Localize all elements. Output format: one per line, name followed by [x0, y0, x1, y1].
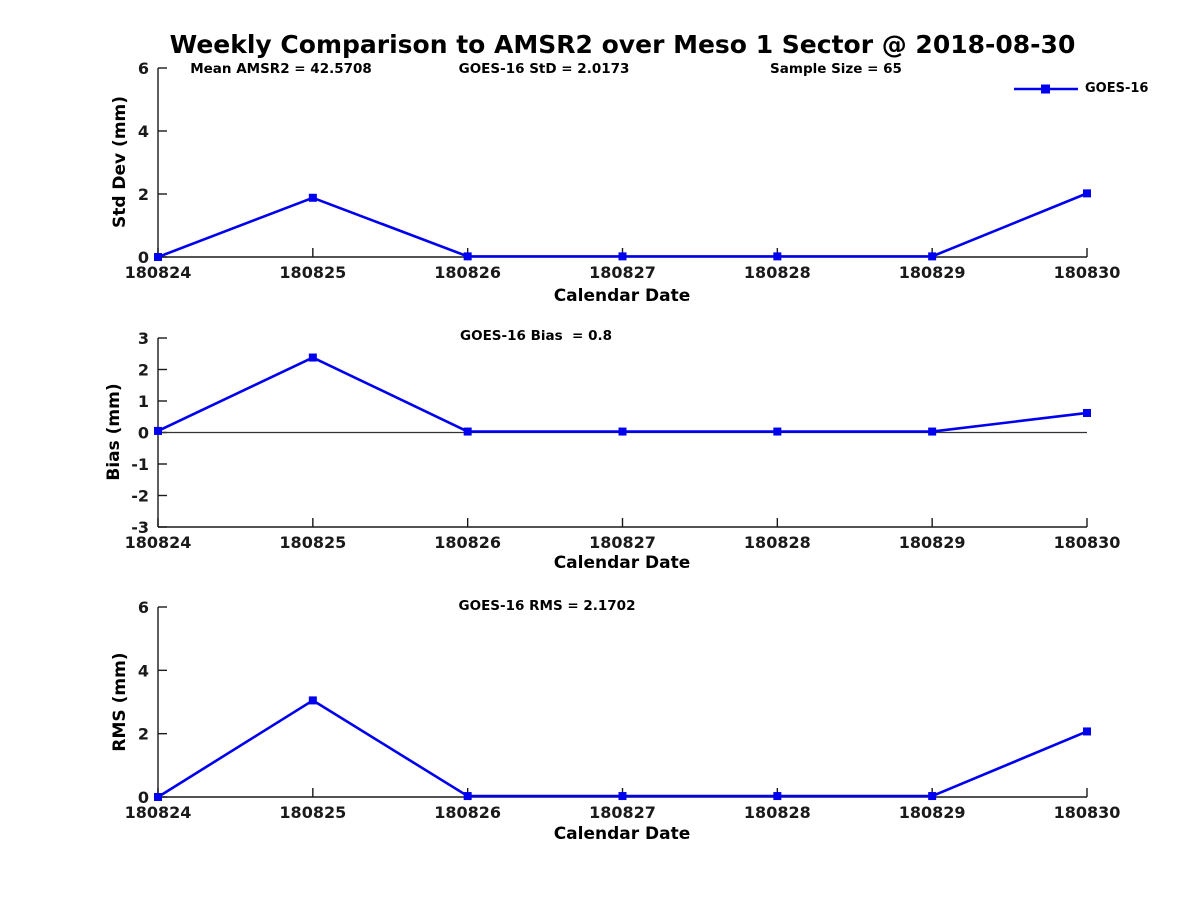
x-tick-label: 180824 — [125, 263, 192, 282]
data-point-marker — [773, 252, 782, 261]
data-point-marker — [154, 793, 162, 801]
data-point-marker — [1083, 189, 1091, 198]
data-line — [157, 192, 1088, 259]
legend-label: GOES-16 — [1085, 81, 1149, 96]
annotation-goes16-bias: GOES-16 Bias = 0.8 — [460, 328, 612, 344]
data-point-marker — [1083, 727, 1091, 736]
y-tick-label: 2 — [138, 185, 149, 204]
data-point-marker — [773, 792, 782, 801]
xlabel-calendar-date-1: Calendar Date — [553, 286, 691, 306]
x-tick-label: 180830 — [1054, 803, 1121, 822]
data-point-marker — [308, 193, 317, 202]
legend: GOES-16 — [1014, 81, 1148, 96]
y-tick-label: -3 — [131, 518, 149, 537]
x-tick-label: 180829 — [899, 803, 966, 822]
y-tick-label: -2 — [131, 487, 149, 506]
x-tick-label: 180826 — [434, 263, 501, 282]
y-tick-label: 0 — [138, 248, 149, 267]
y-tick-label: 1 — [138, 392, 149, 411]
data-point-marker — [308, 353, 317, 362]
x-tick-label: 180825 — [279, 533, 346, 552]
data-point-marker — [928, 792, 937, 801]
data-line — [157, 699, 1088, 799]
data-point-marker — [154, 426, 162, 435]
x-tick-label: 180825 — [279, 263, 346, 282]
x-tick-label: 180828 — [744, 263, 811, 282]
x-tick-label: 180828 — [744, 803, 811, 822]
x-tick-label: 180828 — [744, 533, 811, 552]
data-point-marker — [928, 252, 937, 261]
x-tick-label: 180827 — [589, 803, 656, 822]
y-tick-label: 0 — [138, 788, 149, 807]
x-tick-label: 180826 — [434, 803, 501, 822]
x-tick-label: 180826 — [434, 533, 501, 552]
subplot-2: -3 -2 -1 0 1 2 3 180824 180825 180826 180827 180828… — [125, 329, 1121, 552]
data-point-marker — [463, 252, 472, 261]
y-tick-label: 0 — [138, 424, 149, 443]
y-tick-label: 6 — [138, 59, 149, 78]
data-point-marker — [773, 427, 782, 436]
annotation-goes16-std: GOES-16 StD = 2.0173 — [458, 61, 630, 77]
data-point-marker — [308, 696, 317, 705]
y-tick-label: 2 — [138, 361, 149, 380]
data-point-marker — [463, 792, 472, 801]
x-tick-label: 180830 — [1054, 533, 1121, 552]
x-tick-label: 180830 — [1054, 263, 1121, 282]
x-tick-label: 180824 — [125, 533, 192, 552]
x-tick-label: 180825 — [279, 803, 346, 822]
data-point-marker — [1083, 408, 1091, 417]
figure-title: Weekly Comparison to AMSR2 over Meso 1 S… — [169, 30, 1076, 59]
xlabel-calendar-date-2: Calendar Date — [553, 553, 691, 573]
annotation-sample-size: Sample Size = 65 — [770, 61, 902, 77]
data-point-marker — [618, 792, 627, 801]
legend-marker-icon — [1041, 84, 1050, 93]
data-line — [157, 356, 1088, 433]
xlabel-calendar-date-3: Calendar Date — [553, 824, 691, 844]
x-tick-label: 180824 — [125, 803, 192, 822]
annotation-goes16-rms: GOES-16 RMS = 2.1702 — [458, 598, 636, 614]
annotation-mean-amsr2: Mean AMSR2 = 42.5708 — [190, 61, 372, 77]
x-tick-label: 180829 — [899, 533, 966, 552]
y-tick-label: 4 — [138, 661, 149, 680]
x-tick-label: 180829 — [899, 263, 966, 282]
y-tick-label: 4 — [138, 122, 149, 141]
data-point-marker — [463, 427, 472, 436]
legend-line-marker — [1014, 84, 1078, 93]
x-tick-label: 180827 — [589, 533, 656, 552]
data-point-marker — [618, 427, 627, 436]
y-tick-label: 6 — [138, 598, 149, 617]
data-point-marker — [618, 252, 627, 261]
y-tick-label: -1 — [131, 455, 149, 474]
y-tick-label: 3 — [138, 329, 149, 348]
y-tick-label: 2 — [138, 725, 149, 744]
data-point-marker — [928, 427, 937, 436]
subplot-1: 0 2 4 6 180824 180825 180826 180827 180828 180829… — [125, 59, 1121, 282]
subplot-3: 0 2 4 6 180824 180825 180826 180827 180828 180829… — [125, 598, 1121, 822]
x-tick-label: 180827 — [589, 263, 656, 282]
data-point-marker — [154, 253, 162, 261]
